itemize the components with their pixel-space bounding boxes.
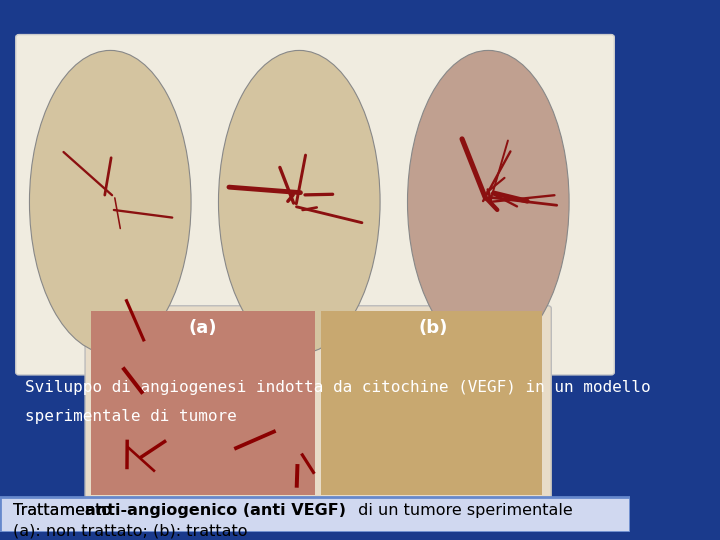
FancyBboxPatch shape — [85, 306, 552, 500]
Text: Sviluppo di angiogenesi indotta da citochine (VEGF) in un modello: Sviluppo di angiogenesi indotta da citoc… — [25, 380, 651, 395]
FancyBboxPatch shape — [16, 35, 614, 375]
Bar — [91, 311, 315, 495]
Ellipse shape — [218, 50, 380, 354]
Text: anti-angiogenico (anti VEGF): anti-angiogenico (anti VEGF) — [85, 503, 346, 518]
Text: Trattamento: Trattamento — [13, 503, 116, 518]
Text: (a): non trattato; (b): trattato: (a): non trattato; (b): trattato — [13, 523, 247, 538]
Text: di un tumore sperimentale: di un tumore sperimentale — [353, 503, 572, 518]
Ellipse shape — [408, 50, 569, 354]
Text: sperimentale di tumore: sperimentale di tumore — [25, 409, 237, 424]
Bar — [321, 311, 542, 495]
Text: (b): (b) — [418, 319, 448, 337]
Text: (a): (a) — [189, 319, 217, 337]
FancyBboxPatch shape — [0, 497, 630, 532]
Text: Trattamento: Trattamento — [13, 503, 116, 517]
Ellipse shape — [30, 50, 191, 354]
